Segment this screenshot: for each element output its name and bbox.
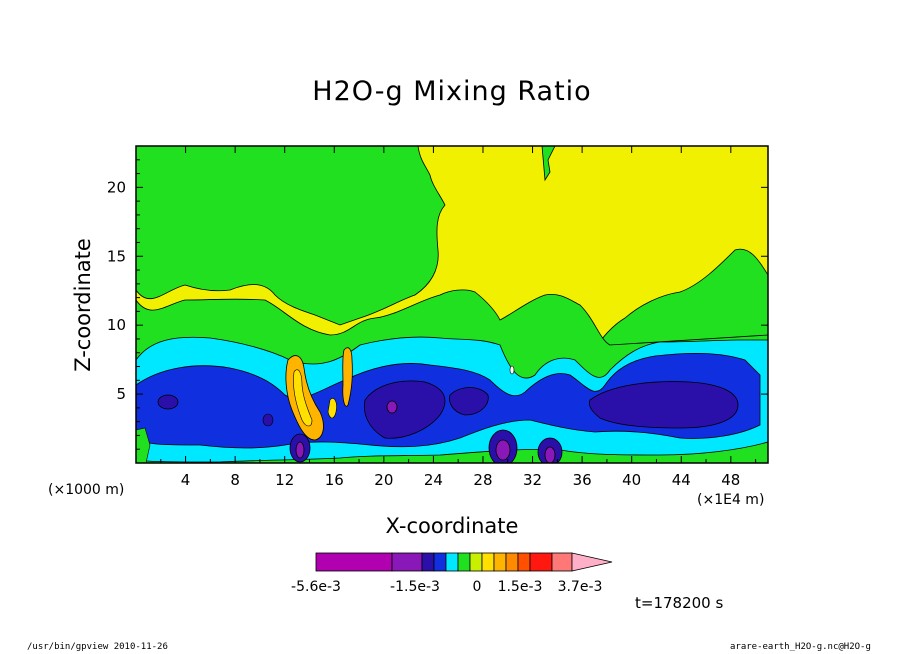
contour-darkblue-2 [363,380,446,439]
y-tick-label: 5 [116,385,126,403]
x-tick-label: 44 [672,471,691,489]
contour-plume-2 [342,347,353,407]
colorbar-segment [551,552,573,572]
colorbar: -5.6e-3 -1.5e-3 0 1.5e-3 3.7e-3 [291,552,613,595]
colorbar-label: -1.5e-3 [390,579,440,595]
y-axis-label: Z-coordinate [71,238,95,372]
contour-darkblue-1 [157,394,179,410]
x-axis-label: X-coordinate [385,514,519,538]
x-tick-label: 16 [325,471,344,489]
x-tick-label: 28 [473,471,492,489]
colorbar-segment [529,552,553,572]
colorbar-segment [315,552,393,572]
colorbar-segment [421,552,435,572]
x-tick-label: 8 [230,471,240,489]
colorbar-segment [493,552,507,572]
x-tick-label: 12 [275,471,294,489]
x-scale-left: (×1000 m) [48,482,125,498]
y-tick-label: 15 [107,247,126,265]
colorbar-segment [457,552,471,572]
colorbar-segment [433,552,447,572]
plot-frame [135,145,769,464]
contour-purple-1 [386,400,398,414]
colorbar-label: 1.5e-3 [498,579,543,595]
contour-darkblue-4 [588,381,739,429]
colorbar-label: -5.6e-3 [291,579,341,595]
colorbar-segment [469,552,483,572]
contour-plume-1-core [293,369,313,427]
contour-field [136,146,768,463]
footer-left: /usr/bin/gpview 2010-11-26 [27,642,168,652]
x-tick-label: 4 [181,471,191,489]
x-tick-label: 40 [622,471,641,489]
chart-title: H2O-g Mixing Ratio [312,76,592,107]
x-tick-label: 36 [573,471,592,489]
footer-right: arare-earth_H2O-g.nc@H2O-g [730,642,871,652]
colorbar-segment [481,552,495,572]
colorbar-segment [391,552,423,572]
contour-purple-3 [544,446,556,463]
y-ticks: 5 10 15 20 [107,159,768,450]
x-tick-label: 32 [523,471,542,489]
colorbar-arrow [571,552,613,572]
contour-plume-3 [327,398,337,419]
time-label: t=178200 s [635,594,724,612]
y-tick-label: 20 [107,178,126,196]
x-tick-label: 20 [374,471,393,489]
x-tick-label: 24 [424,471,443,489]
colorbar-segment [445,552,459,572]
colorbar-segment [505,552,519,572]
x-scale-right: (×1E4 m) [697,492,765,508]
contour-purple-2 [495,439,511,461]
x-ticks: 4 8 12 16 20 24 28 32 36 40 44 48 [160,146,757,489]
contour-small-blob-2 [509,365,515,375]
contour-left-edge [136,427,151,463]
contour-darkblue-3 [449,387,489,416]
x-tick-label: 48 [721,471,740,489]
y-tick-label: 10 [107,316,126,334]
contour-purple-4 [295,441,305,459]
colorbar-label: 3.7e-3 [558,579,603,595]
contour-small-blob [262,413,274,427]
colorbar-segment [517,552,531,572]
colorbar-label: 0 [473,579,482,595]
